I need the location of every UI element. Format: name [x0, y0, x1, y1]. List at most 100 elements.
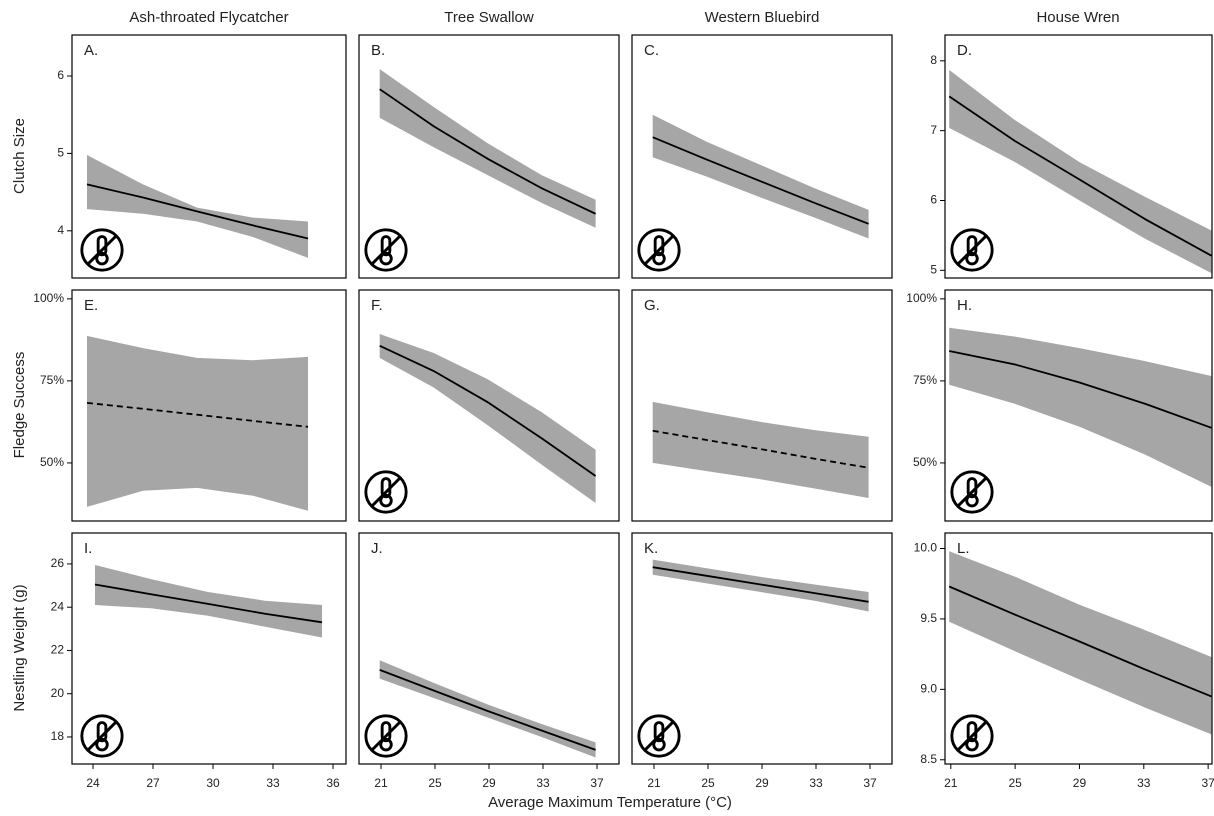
confidence-band — [949, 551, 1212, 735]
x-tick-label: 37 — [1201, 776, 1214, 790]
panel-label: B. — [371, 42, 385, 59]
no-heat-icon — [950, 470, 994, 514]
panel-label: A. — [84, 42, 98, 59]
no-heat-icon — [950, 228, 994, 272]
y-tick-label: 50% — [913, 455, 937, 469]
panel: G. — [631, 289, 893, 522]
fit-line — [948, 95, 1212, 257]
y-tick-label: 50% — [40, 455, 64, 469]
panel: J. 21 25 29 33 37 — [358, 532, 620, 790]
y-tick-label: 9.0 — [920, 682, 937, 696]
y-tick-label: 18 — [51, 729, 65, 743]
y-tick-label: 9.5 — [920, 611, 937, 625]
panel: K. 21 25 29 33 37 — [631, 532, 893, 790]
y-tick-label: 4 — [57, 223, 64, 237]
fit-line — [86, 402, 309, 428]
panel: D. 5 6 7 8 — [930, 34, 1213, 279]
y-tick-label: 6 — [930, 193, 937, 207]
column-title: Ash-throated Flycatcher — [129, 9, 288, 26]
x-tick-label: 33 — [266, 776, 280, 790]
fit-line — [86, 183, 309, 240]
x-tick-label: 33 — [1137, 776, 1151, 790]
panel-frame — [71, 289, 347, 522]
panel-label: C. — [644, 42, 659, 59]
y-tick-label: 8.5 — [920, 752, 937, 766]
no-heat-icon — [364, 470, 408, 514]
panel-label: J. — [371, 540, 383, 557]
row-label: Clutch Size — [11, 118, 28, 194]
panel-label: G. — [644, 297, 660, 314]
y-tick-label: 5 — [930, 262, 937, 276]
y-tick-label: 20 — [51, 686, 65, 700]
panel: A. 4 5 6 — [57, 34, 347, 279]
confidence-band — [652, 114, 869, 239]
x-tick-label: 36 — [326, 776, 340, 790]
x-axis-title: Average Maximum Temperature (°C) — [488, 794, 732, 811]
x-tick-label: 29 — [482, 776, 496, 790]
x-tick-label: 25 — [701, 776, 715, 790]
column-title: Tree Swallow — [444, 9, 534, 26]
y-tick-label: 7 — [930, 123, 937, 137]
y-tick-label: 6 — [57, 68, 64, 82]
fit-line — [949, 350, 1212, 429]
confidence-band — [87, 155, 308, 258]
confidence-band — [95, 565, 322, 638]
panel: E. 50% 75% 100% — [33, 289, 347, 522]
panel-frame — [944, 289, 1213, 522]
x-tick-label: 37 — [863, 776, 877, 790]
no-heat-icon — [637, 228, 681, 272]
panel-frame — [631, 34, 893, 279]
panel-frame — [358, 532, 620, 765]
confidence-band — [949, 327, 1212, 487]
x-tick-label: 21 — [647, 776, 661, 790]
panel: L. 8.5 9.0 9.5 10.0 21 25 29 33 37 — [914, 532, 1214, 790]
y-tick-label: 22 — [51, 643, 65, 657]
confidence-band — [652, 401, 869, 498]
panel-frame — [631, 289, 893, 522]
fit-line — [379, 88, 596, 215]
no-heat-icon — [637, 714, 681, 758]
x-tick-label: 25 — [1008, 776, 1022, 790]
confidence-band — [379, 660, 596, 758]
y-tick-label: 26 — [51, 556, 65, 570]
no-heat-icon — [80, 228, 124, 272]
panels: A. 4 5 6 B. C. D. 5 6 7 8 E. 50% 75% 100% F. G. H. 50% 75% 1… — [33, 34, 1214, 790]
confidence-band — [652, 559, 869, 612]
x-tick-label: 27 — [146, 776, 160, 790]
no-heat-icon — [80, 714, 124, 758]
panel-label: F. — [371, 297, 383, 314]
x-tick-label: 33 — [536, 776, 550, 790]
panel-label: D. — [957, 42, 972, 59]
y-tick-label: 75% — [913, 373, 937, 387]
panel: C. — [631, 34, 893, 279]
panel: F. — [358, 289, 620, 522]
x-tick-label: 25 — [428, 776, 442, 790]
panel: I. 18 20 22 24 26 24 27 30 33 36 — [51, 532, 347, 790]
confidence-band — [379, 334, 596, 503]
fit-line — [379, 344, 597, 477]
fit-line — [652, 136, 869, 225]
no-heat-icon — [364, 714, 408, 758]
y-tick-label: 100% — [33, 291, 64, 305]
panel-frame — [71, 34, 347, 279]
confidence-band — [949, 69, 1212, 274]
y-tick-label: 8 — [930, 53, 937, 67]
no-heat-icon — [364, 228, 408, 272]
panel-frame — [358, 289, 620, 522]
panel-frame — [944, 34, 1213, 279]
row-label: Fledge Success — [11, 352, 28, 459]
panel: B. — [358, 34, 620, 279]
y-tick-label: 100% — [906, 291, 937, 305]
panel: H. 50% 75% 100% — [906, 289, 1213, 522]
x-tick-label: 21 — [944, 776, 958, 790]
x-tick-label: 21 — [374, 776, 388, 790]
confidence-band — [87, 335, 308, 511]
panel-label: K. — [644, 540, 658, 557]
panel-label: I. — [84, 540, 92, 557]
fit-line — [652, 429, 869, 469]
x-tick-label: 24 — [86, 776, 100, 790]
panel-frame — [358, 34, 620, 279]
fit-line — [94, 583, 323, 624]
